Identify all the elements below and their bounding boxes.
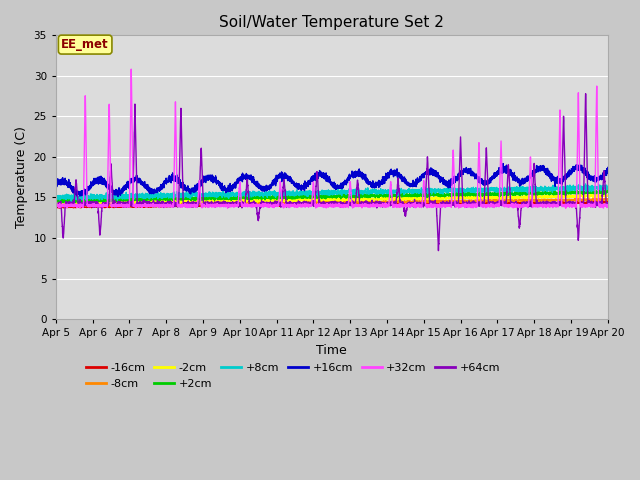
+8cm — [312, 191, 319, 196]
+8cm — [582, 181, 589, 187]
-8cm — [487, 197, 495, 203]
+32cm — [312, 204, 319, 209]
-8cm — [604, 197, 612, 203]
Legend: -16cm, -8cm, -2cm, +2cm, +8cm, +16cm, +32cm, +64cm: -16cm, -8cm, -2cm, +2cm, +8cm, +16cm, +3… — [81, 359, 505, 393]
+64cm — [604, 202, 611, 207]
+8cm — [604, 185, 612, 191]
-16cm — [312, 202, 319, 208]
-16cm — [604, 199, 612, 205]
+64cm — [582, 91, 589, 96]
-2cm — [79, 202, 86, 207]
+32cm — [52, 204, 60, 209]
Text: EE_met: EE_met — [61, 38, 109, 51]
+2cm — [456, 191, 463, 197]
+2cm — [312, 194, 319, 200]
+16cm — [499, 161, 507, 167]
Line: -2cm: -2cm — [56, 194, 608, 204]
-8cm — [604, 197, 611, 203]
+2cm — [604, 187, 611, 192]
-16cm — [425, 201, 433, 206]
+32cm — [604, 203, 611, 208]
-2cm — [151, 199, 159, 205]
+64cm — [435, 248, 442, 253]
+32cm — [604, 204, 612, 210]
+8cm — [52, 195, 60, 201]
-8cm — [456, 198, 463, 204]
-16cm — [52, 204, 60, 210]
+32cm — [151, 204, 159, 209]
+2cm — [52, 198, 60, 204]
+16cm — [52, 181, 60, 187]
Line: +8cm: +8cm — [56, 184, 608, 202]
+8cm — [425, 188, 433, 193]
+32cm — [425, 204, 433, 210]
+8cm — [67, 199, 75, 204]
+2cm — [604, 188, 612, 194]
-2cm — [604, 193, 611, 199]
+16cm — [456, 171, 463, 177]
-16cm — [487, 200, 495, 206]
+8cm — [604, 186, 611, 192]
+2cm — [487, 191, 495, 196]
+64cm — [151, 203, 159, 209]
-2cm — [487, 195, 495, 201]
+16cm — [114, 193, 122, 199]
+8cm — [487, 185, 495, 191]
Line: +16cm: +16cm — [56, 164, 608, 196]
+16cm — [312, 178, 319, 183]
+16cm — [425, 168, 433, 174]
+64cm — [52, 201, 60, 206]
+16cm — [151, 188, 159, 194]
Line: +2cm: +2cm — [56, 190, 608, 203]
-8cm — [151, 201, 159, 207]
-2cm — [456, 194, 463, 200]
-16cm — [151, 204, 159, 209]
-16cm — [456, 200, 463, 206]
+16cm — [604, 168, 611, 173]
-16cm — [600, 199, 608, 204]
Line: -16cm: -16cm — [56, 202, 608, 208]
+2cm — [151, 197, 159, 203]
+16cm — [487, 175, 495, 181]
Line: +32cm: +32cm — [56, 69, 608, 208]
+64cm — [604, 203, 612, 208]
-2cm — [312, 197, 319, 203]
-2cm — [425, 196, 433, 202]
+32cm — [487, 203, 495, 208]
-8cm — [52, 203, 60, 209]
+2cm — [604, 189, 611, 195]
+32cm — [456, 204, 463, 209]
-16cm — [56, 205, 63, 211]
Y-axis label: Temperature (C): Temperature (C) — [15, 126, 28, 228]
+64cm — [311, 196, 319, 202]
+32cm — [562, 205, 570, 211]
+16cm — [604, 165, 612, 170]
-8cm — [425, 198, 433, 204]
+64cm — [456, 167, 463, 173]
Line: +64cm: +64cm — [56, 94, 608, 251]
+32cm — [127, 66, 135, 72]
-2cm — [588, 192, 595, 197]
+8cm — [456, 188, 463, 193]
+64cm — [425, 185, 433, 191]
-16cm — [604, 200, 611, 205]
-2cm — [52, 201, 60, 206]
+64cm — [487, 201, 495, 206]
-8cm — [602, 195, 609, 201]
-8cm — [312, 200, 319, 205]
Title: Soil/Water Temperature Set 2: Soil/Water Temperature Set 2 — [220, 15, 444, 30]
Line: -8cm: -8cm — [56, 198, 608, 207]
X-axis label: Time: Time — [316, 344, 347, 357]
+2cm — [425, 193, 433, 199]
-8cm — [52, 204, 60, 210]
-2cm — [604, 192, 612, 198]
+2cm — [74, 200, 81, 205]
+8cm — [151, 194, 159, 200]
